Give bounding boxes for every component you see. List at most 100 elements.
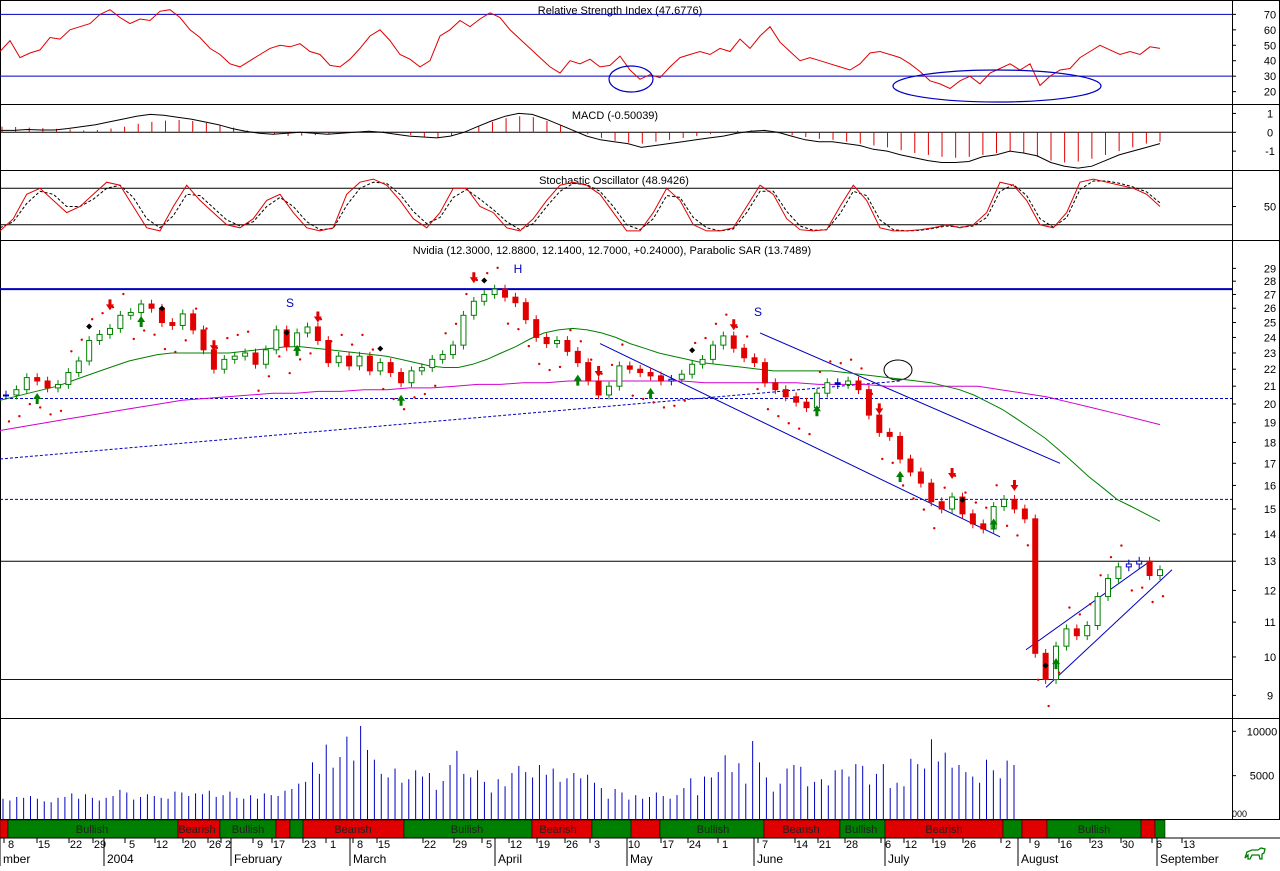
marker-diamond-icon <box>377 345 384 352</box>
parabolic-sar-dot <box>610 363 614 367</box>
parabolic-sar-dot <box>787 422 790 425</box>
price-candle-body <box>210 349 217 370</box>
date-axis: 8 15 22 29 5 12 20 26 2 9 17 23 1 8 15 22 29 5 12 19 26 3 10 17… <box>0 838 1219 866</box>
stochastic-tick-label: 50 <box>1264 202 1276 214</box>
marker-diamond-icon <box>158 305 165 312</box>
price-candle-body <box>886 431 893 437</box>
price-candle-body <box>387 362 394 374</box>
parabolic-sar-dot <box>226 336 229 340</box>
panel-frames <box>0 0 1280 820</box>
rsi-tick-label: 30 <box>1264 71 1276 83</box>
date-day-label: 17 <box>273 839 285 851</box>
sell-arrow-icon <box>948 468 957 480</box>
price-candle-body <box>502 288 509 298</box>
signal-label: Bullish <box>697 824 729 836</box>
stochastic-title: Stochastic Oscillator (48.9426) <box>539 175 689 187</box>
price-candle-body <box>398 372 405 384</box>
signal-label: Bearish <box>925 824 962 836</box>
date-day-label: 3 <box>594 839 600 851</box>
date-day-label: 2 <box>1005 839 1011 851</box>
signal-label: Bullish <box>232 824 264 836</box>
parabolic-sar-dot <box>413 396 416 399</box>
price-candle-body <box>262 349 269 365</box>
price-candle-body <box>1157 569 1163 577</box>
up-channel-lower <box>1045 569 1173 688</box>
parabolic-sar-dot <box>236 333 239 337</box>
price-candle-body <box>366 355 373 372</box>
parabolic-sar-dot <box>392 397 395 401</box>
price-tick-label: 23 <box>1264 348 1276 360</box>
date-month-label: April <box>498 852 522 866</box>
price-candle-body <box>897 435 904 460</box>
parabolic-sar-dot <box>267 375 271 378</box>
price-candle-body <box>647 372 654 377</box>
parabolic-sar-dot <box>278 355 281 358</box>
parabolic-sar-dot <box>870 392 874 396</box>
parabolic-sar-dot <box>579 340 583 343</box>
parabolic-sar-dot <box>1057 671 1061 674</box>
parabolic-sar-dot <box>558 365 562 369</box>
price-candle-body <box>418 367 425 372</box>
price-candle-body <box>3 394 9 397</box>
parabolic-sar-dot <box>933 527 936 530</box>
sma-short-line <box>0 327 1161 522</box>
buy-arrow-icon <box>989 518 998 530</box>
marker-diamond-icon <box>1042 662 1049 669</box>
parabolic-sar-dot <box>995 484 998 487</box>
price-candle-body <box>782 389 789 398</box>
price-candle-body <box>1105 577 1112 598</box>
price-candle-body <box>127 311 134 316</box>
date-month-label: February <box>234 852 282 866</box>
price-candle-body <box>751 357 758 364</box>
signal-label: Bullish <box>1078 824 1110 836</box>
up-channel-upper <box>1025 560 1151 651</box>
date-day-label: 29 <box>94 839 106 851</box>
buy-arrow-icon <box>896 471 905 483</box>
price-panel: Nvidia (12.3000, 12.8800, 12.1400, 12.70… <box>0 245 1276 708</box>
price-candle-body <box>917 471 924 484</box>
parabolic-sar-dot <box>101 311 104 315</box>
sell-arrow-icon <box>469 272 478 284</box>
price-candle-body <box>13 389 20 396</box>
price-tick-label: 19 <box>1264 418 1276 430</box>
price-candle-body <box>605 385 612 396</box>
price-candle-body <box>637 368 644 374</box>
price-candle-body <box>564 339 571 352</box>
price-candle-body <box>65 372 72 385</box>
price-candle-body <box>75 360 82 374</box>
price-candle-body <box>907 458 914 473</box>
price-tick-label: 16 <box>1264 480 1276 492</box>
parabolic-sar-dot <box>288 371 291 375</box>
date-day-label: 26 <box>209 839 221 851</box>
price-candle-body <box>460 314 467 346</box>
parabolic-sar-dot <box>860 367 863 370</box>
bearish-segment <box>1140 819 1156 839</box>
price-tick-label: 9 <box>1267 690 1273 702</box>
rsi-panel: Relative Strength Index (47.6776) 70 60 50… <box>0 5 1276 103</box>
date-day-label: 12 <box>156 839 168 851</box>
price-candle-body <box>54 383 61 389</box>
sell-arrow-icon <box>105 299 114 311</box>
date-month-label: 2004 <box>107 852 134 866</box>
parabolic-sar-dot <box>569 328 572 332</box>
price-candle-body <box>429 358 436 369</box>
price-candle-body <box>169 322 176 326</box>
date-month-label: September <box>1160 852 1219 866</box>
price-candle-body <box>793 396 800 403</box>
parabolic-sar-dot <box>891 461 894 465</box>
date-day-label: 7 <box>762 839 768 851</box>
bearish-segment <box>1021 819 1048 839</box>
price-candle-body <box>273 329 280 351</box>
parabolic-sar-dot <box>382 387 385 391</box>
date-day-label: 23 <box>304 839 316 851</box>
parabolic-sar-dot <box>1089 603 1092 606</box>
rsi-tick-label: 20 <box>1264 87 1276 99</box>
price-candle-body <box>834 382 841 385</box>
price-candle-body <box>533 319 540 338</box>
sell-arrow-icon <box>1010 479 1019 491</box>
rsi-tick-label: 70 <box>1264 9 1276 21</box>
bullish-segment <box>1002 819 1023 839</box>
price-candle-body <box>657 375 664 382</box>
parabolic-sar-dot <box>517 327 520 331</box>
bull-logo-icon <box>1244 847 1266 860</box>
